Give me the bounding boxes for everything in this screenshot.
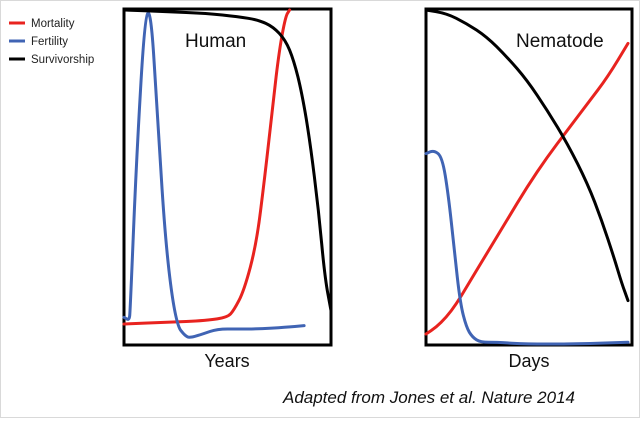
legend-label-fertility: Fertility [31, 36, 68, 48]
panel-nematode: Nematode Days [424, 7, 634, 371]
legend: Mortality Fertility Survivorship [9, 18, 94, 66]
series-line-mortality [122, 8, 292, 326]
series-line-survivorship [424, 8, 630, 303]
panel-human-series [122, 8, 333, 339]
panel-nematode-series [424, 8, 630, 346]
panel-nematode-xlabel: Days [508, 351, 549, 371]
panel-human-title: Human [185, 31, 246, 52]
caption: Adapted from Jones et al. Nature 2014 [282, 388, 575, 407]
series-line-survivorship [122, 8, 333, 313]
series-line-fertility [122, 11, 306, 339]
panel-nematode-frame [424, 7, 634, 347]
legend-label-survivorship: Survivorship [31, 54, 94, 66]
panel-nematode-title: Nematode [516, 31, 604, 52]
panel-human-frame [122, 7, 333, 347]
series-line-fertility [424, 149, 630, 346]
panel-human-xlabel: Years [204, 351, 249, 371]
panel-human: Human Years [122, 7, 333, 371]
legend-label-mortality: Mortality [31, 18, 75, 30]
series-line-mortality [424, 41, 630, 336]
